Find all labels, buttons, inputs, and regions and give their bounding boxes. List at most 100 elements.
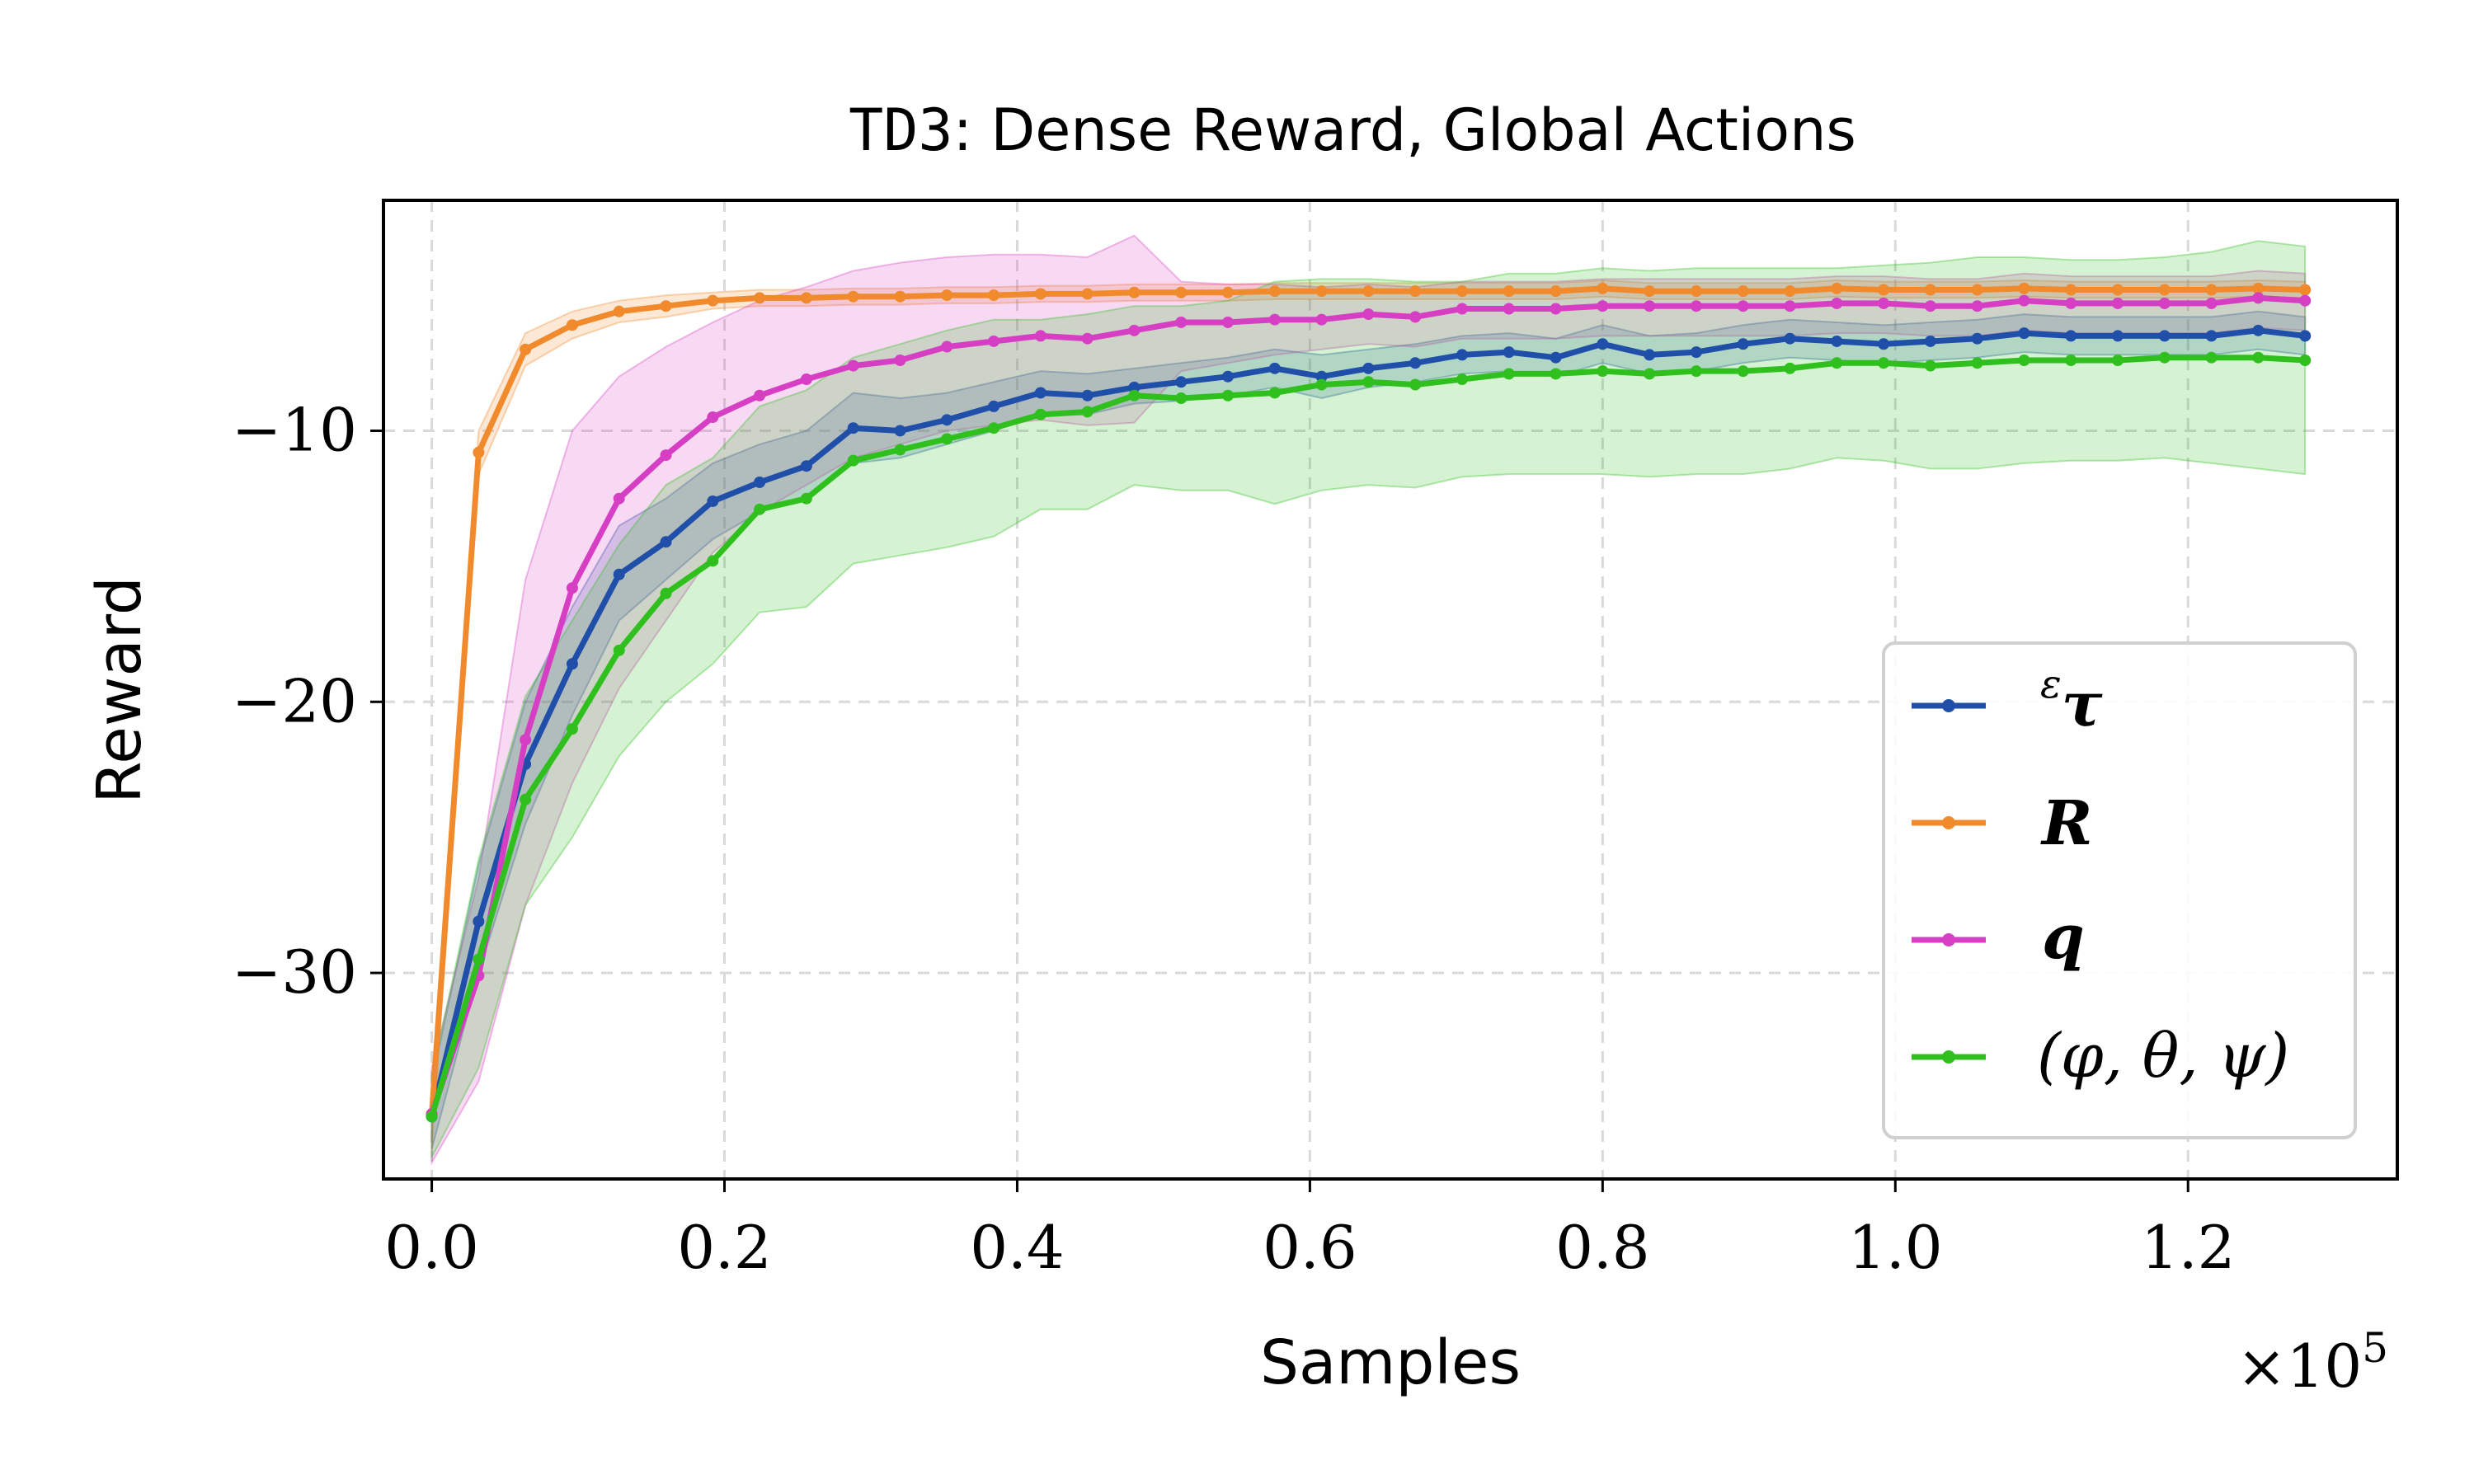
- point-q-22: [1456, 303, 1468, 315]
- point-q-10: [894, 354, 906, 366]
- y-tick-label-2: −30: [232, 937, 357, 1007]
- point-tau-31: [1878, 338, 1890, 350]
- point-r-37: [2158, 284, 2171, 296]
- chart-title-prefix: TD3: [849, 96, 952, 164]
- point-r-38: [2205, 284, 2218, 296]
- point-q-5: [660, 449, 672, 462]
- point-euler-8: [800, 492, 812, 505]
- point-r-1: [473, 446, 485, 458]
- point-q-31: [1878, 297, 1890, 309]
- point-r-34: [2018, 282, 2030, 294]
- y-axis-ticks: −10 −20 −30: [232, 395, 383, 1007]
- point-euler-28: [1737, 365, 1749, 378]
- x-axis-multiplier: ×105: [2236, 1324, 2388, 1401]
- point-tau-20: [1362, 362, 1375, 374]
- point-r-17: [1222, 286, 1235, 298]
- point-r-25: [1597, 282, 1609, 294]
- point-tau-27: [1690, 346, 1702, 359]
- point-r-24: [1550, 285, 1562, 298]
- point-q-40: [2299, 294, 2312, 307]
- point-tau-6: [707, 495, 719, 507]
- point-r-23: [1503, 285, 1515, 298]
- point-q-27: [1690, 300, 1702, 312]
- point-q-4: [613, 492, 625, 505]
- legend-label-euler: (φ, θ, ψ): [2037, 1021, 2289, 1092]
- point-tau-16: [1175, 376, 1188, 388]
- point-q-29: [1784, 300, 1796, 312]
- point-r-35: [2065, 284, 2077, 296]
- x-axis-multiplier-exponent: 5: [2362, 1324, 2388, 1372]
- point-r-32: [1924, 284, 1936, 296]
- y-tick-label-0: −10: [232, 395, 357, 464]
- point-euler-20: [1362, 376, 1375, 388]
- point-euler-14: [1081, 406, 1094, 418]
- point-r-12: [988, 289, 1000, 302]
- point-tau-35: [2065, 330, 2077, 342]
- point-q-37: [2158, 297, 2171, 309]
- point-tau-24: [1550, 351, 1562, 364]
- point-euler-24: [1550, 368, 1562, 380]
- point-r-15: [1128, 286, 1141, 298]
- point-tau-30: [1831, 335, 1843, 347]
- point-tau-29: [1784, 332, 1796, 345]
- point-q-18: [1268, 313, 1281, 326]
- point-q-32: [1924, 300, 1936, 312]
- point-r-40: [2299, 284, 2312, 296]
- point-q-13: [1034, 330, 1047, 342]
- legend-label-r: R: [2040, 788, 2093, 859]
- point-r-3: [566, 319, 578, 331]
- point-tau-39: [2252, 324, 2265, 336]
- point-euler-10: [894, 444, 906, 456]
- point-r-36: [2112, 284, 2124, 296]
- point-r-26: [1644, 285, 1656, 298]
- point-euler-35: [2065, 354, 2077, 366]
- point-q-19: [1315, 313, 1328, 326]
- point-r-20: [1362, 285, 1375, 298]
- point-euler-0: [426, 1111, 438, 1123]
- point-r-6: [707, 294, 719, 307]
- point-euler-11: [941, 433, 953, 445]
- point-tau-18: [1268, 362, 1281, 374]
- legend-box: [1882, 641, 2357, 1139]
- point-q-8: [800, 373, 812, 386]
- point-r-11: [941, 289, 953, 302]
- point-euler-39: [2252, 351, 2265, 364]
- point-euler-38: [2205, 351, 2218, 364]
- point-euler-5: [660, 587, 672, 599]
- legend-label-tau-main: τ: [2062, 669, 2103, 740]
- point-tau-25: [1597, 338, 1609, 350]
- point-r-4: [613, 305, 625, 317]
- point-q-14: [1081, 332, 1094, 345]
- point-r-33: [1971, 284, 1983, 296]
- point-q-9: [847, 359, 859, 372]
- series-euler: [426, 351, 2312, 1123]
- point-euler-23: [1503, 368, 1515, 380]
- point-tau-1: [473, 915, 485, 928]
- point-euler-30: [1831, 357, 1843, 369]
- x-tick-label-6: 1.2: [2141, 1213, 2236, 1282]
- point-r-9: [847, 290, 859, 303]
- point-q-36: [2112, 297, 2124, 309]
- point-euler-15: [1128, 389, 1141, 402]
- point-r-19: [1315, 285, 1328, 298]
- point-euler-21: [1409, 378, 1422, 391]
- point-r-2: [520, 343, 532, 355]
- point-euler-17: [1222, 389, 1235, 402]
- point-tau-38: [2205, 330, 2218, 342]
- point-tau-19: [1315, 370, 1328, 383]
- x-tick-label-0: 0.0: [384, 1213, 479, 1282]
- point-r-13: [1034, 288, 1047, 300]
- x-tick-label-5: 1.0: [1848, 1213, 1943, 1282]
- point-euler-29: [1784, 362, 1796, 374]
- point-q-23: [1503, 303, 1515, 315]
- point-tau-36: [2112, 330, 2124, 342]
- point-q-20: [1362, 308, 1375, 321]
- point-r-18: [1268, 285, 1281, 298]
- point-r-31: [1878, 284, 1890, 296]
- point-euler-36: [2112, 354, 2124, 366]
- point-r-30: [1831, 282, 1843, 294]
- point-euler-1: [473, 953, 485, 965]
- point-tau-7: [754, 476, 766, 488]
- point-q-12: [988, 335, 1000, 347]
- point-euler-9: [847, 454, 859, 467]
